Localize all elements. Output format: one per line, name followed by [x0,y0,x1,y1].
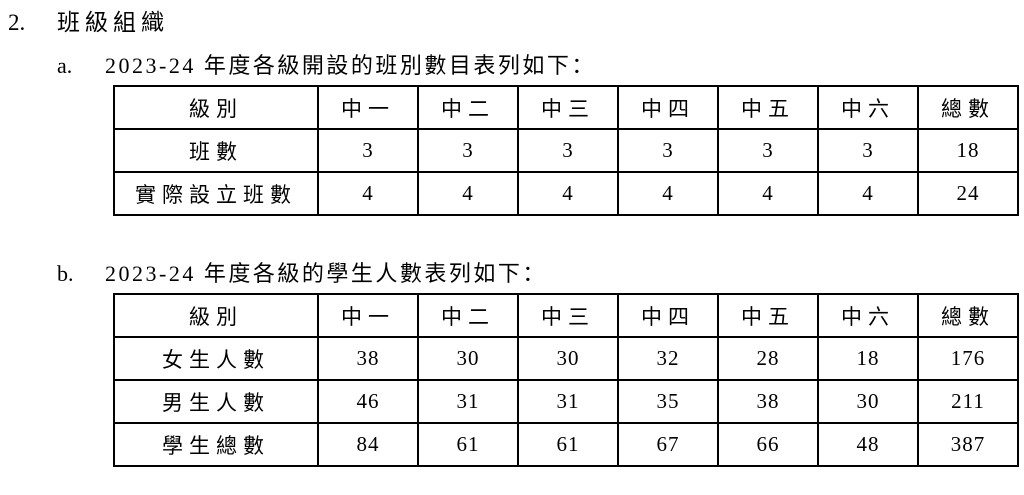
column-header: 中三 [517,85,619,130]
table-header-row: 級別 中一 中二 中三 中四 中五 中六 總數 [113,85,1019,130]
column-header: 級別 [113,85,319,130]
table-cell: 18 [817,336,919,381]
column-header: 中六 [817,293,919,338]
table-row: 實際設立班數 4 4 4 4 4 4 24 [113,171,1019,216]
table-cell: 46 [317,379,419,424]
table-cell: 67 [617,422,719,467]
section-title: 班級組織 [57,10,169,35]
table-row: 女生人數 38 30 30 32 28 18 176 [113,336,1019,381]
column-header: 中三 [517,293,619,338]
table-cell: 3 [417,128,519,173]
column-header: 級別 [113,293,319,338]
table-cell: 35 [617,379,719,424]
column-header: 中五 [717,85,819,130]
table-row: 學生總數 84 61 61 67 66 48 387 [113,422,1019,467]
item-b-label: b. [57,261,74,286]
column-header: 中二 [417,293,519,338]
column-header: 中二 [417,85,519,130]
item-b-caption: 2023-24 年度各級的學生人數表列如下： [105,261,547,286]
table-cell: 4 [717,171,819,216]
table-cell: 28 [717,336,819,381]
item-a: a. 2023-24 年度各級開設的班別數目表列如下： 級別 中一 中二 中三 中… [0,52,1024,216]
table-cell: 61 [417,422,519,467]
column-header: 總數 [917,85,1019,130]
section-number: 2. [8,10,26,35]
table-cell: 211 [917,379,1019,424]
item-a-label: a. [57,53,73,78]
table-cell: 4 [817,171,919,216]
row-label: 班數 [113,128,319,173]
table-cell: 32 [617,336,719,381]
class-count-table: 級別 中一 中二 中三 中四 中五 中六 總數 班數 3 3 3 3 3 3 1… [113,85,1019,216]
row-label: 女生人數 [113,336,319,381]
row-label: 實際設立班數 [113,171,319,216]
table-cell: 4 [517,171,619,216]
table-row: 男生人數 46 31 31 35 38 30 211 [113,379,1019,424]
table-cell: 31 [517,379,619,424]
table-cell: 18 [917,128,1019,173]
table-cell: 30 [517,336,619,381]
column-header: 中四 [617,293,719,338]
table-cell: 176 [917,336,1019,381]
table-cell: 38 [317,336,419,381]
table-cell: 48 [817,422,919,467]
item-b-caption-line: b. 2023-24 年度各級的學生人數表列如下： [0,260,1024,287]
column-header: 中五 [717,293,819,338]
row-label: 男生人數 [113,379,319,424]
item-b: b. 2023-24 年度各級的學生人數表列如下： 級別 中一 中二 中三 中四 … [0,260,1024,467]
section-heading: 2. 班級組織 [0,0,1024,37]
table-cell: 3 [317,128,419,173]
table-cell: 387 [917,422,1019,467]
table-cell: 84 [317,422,419,467]
column-header: 中一 [317,85,419,130]
table-cell: 3 [817,128,919,173]
table-header-row: 級別 中一 中二 中三 中四 中五 中六 總數 [113,293,1019,338]
student-count-table: 級別 中一 中二 中三 中四 中五 中六 總數 女生人數 38 30 30 32… [113,293,1019,467]
table-cell: 3 [717,128,819,173]
table-cell: 3 [517,128,619,173]
column-header: 總數 [917,293,1019,338]
item-a-caption: 2023-24 年度各級開設的班別數目表列如下： [105,53,596,78]
table-cell: 31 [417,379,519,424]
table-cell: 61 [517,422,619,467]
column-header: 中四 [617,85,719,130]
table-cell: 30 [417,336,519,381]
table-row: 班數 3 3 3 3 3 3 18 [113,128,1019,173]
table-cell: 3 [617,128,719,173]
table-cell: 4 [317,171,419,216]
column-header: 中一 [317,293,419,338]
table-cell: 66 [717,422,819,467]
table-cell: 24 [917,171,1019,216]
row-label: 學生總數 [113,422,319,467]
item-a-caption-line: a. 2023-24 年度各級開設的班別數目表列如下： [0,52,1024,79]
table-cell: 38 [717,379,819,424]
table-cell: 4 [417,171,519,216]
column-header: 中六 [817,85,919,130]
table-cell: 4 [617,171,719,216]
table-cell: 30 [817,379,919,424]
